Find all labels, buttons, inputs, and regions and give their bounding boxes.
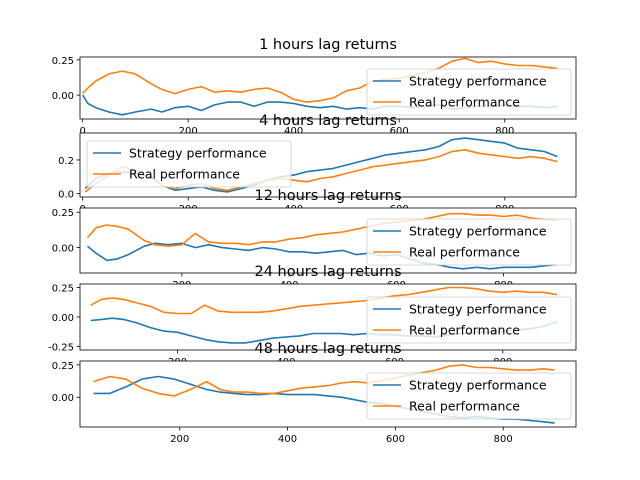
y-tick-label: 0.25 — [52, 208, 74, 219]
x-tick-label: 600 — [390, 126, 409, 137]
series-line-strategy — [86, 242, 558, 270]
legend-label: Strategy performance — [409, 224, 547, 239]
legend-label: Real performance — [409, 399, 520, 414]
chart-title: 4 hours lag returns — [259, 113, 397, 129]
legend-box — [86, 140, 292, 188]
chart-title: 24 hours lag returns — [254, 264, 401, 280]
axes-frame — [79, 360, 577, 428]
legend-box — [366, 68, 572, 116]
x-tick-label: 200 — [170, 434, 189, 445]
legend-label: Strategy performance — [409, 378, 547, 393]
axes-frame — [79, 207, 577, 274]
y-tick-label: 0.00 — [52, 244, 74, 255]
legend-label: Real performance — [409, 323, 520, 338]
series-line-real — [86, 212, 558, 247]
legend: Strategy performance Real performance — [366, 68, 572, 116]
legend-box — [366, 218, 572, 266]
y-tick-label: 0.00 — [52, 393, 74, 404]
x-tick-label: 0 — [79, 126, 85, 137]
series-line-real — [90, 286, 558, 315]
series-line-real — [82, 57, 558, 103]
y-tick-label: 0.0 — [58, 190, 74, 201]
legend: Strategy performance Real performance — [366, 296, 572, 344]
y-tick-label: 0.25 — [52, 284, 74, 295]
y-tick-label: 0.25 — [52, 56, 74, 67]
x-tick-label: 400 — [278, 434, 297, 445]
y-tick-label: -0.25 — [48, 342, 74, 353]
legend-label: Strategy performance — [409, 302, 547, 317]
x-tick-label: 800 — [495, 126, 514, 137]
chart-title: 12 hours lag returns — [254, 188, 401, 204]
legend: Strategy performance Real performance — [366, 218, 572, 266]
legend-label: Real performance — [129, 167, 240, 182]
axes-frame — [79, 56, 577, 120]
legend: Strategy performance Real performance — [366, 372, 572, 420]
y-tick-label: 0.25 — [52, 361, 74, 372]
legend-label: Real performance — [409, 95, 520, 110]
subplot-2: 0 200 400 600 800 0.0 0.2 Strategy performance R… — [58, 113, 577, 215]
x-tick-label: 600 — [386, 434, 405, 445]
axes-frame — [79, 132, 577, 198]
legend-label: Real performance — [409, 245, 520, 260]
subplot-5: 200 400 600 800 0.00 0.25 Strategy performance… — [52, 341, 577, 445]
y-tick-label: 0.2 — [58, 156, 74, 167]
legend-label: Strategy performance — [409, 74, 547, 89]
series-line-real — [93, 364, 555, 397]
x-tick-label: 400 — [284, 126, 303, 137]
chart-title: 1 hours lag returns — [259, 37, 397, 53]
legend-label: Strategy performance — [129, 146, 267, 161]
x-tick-label: 800 — [494, 434, 513, 445]
legend-box — [366, 296, 572, 344]
y-tick-label: 0.00 — [52, 313, 74, 324]
legend-box — [366, 372, 572, 420]
legend: Strategy performance Real performance — [86, 140, 292, 188]
chart-title: 48 hours lag returns — [254, 341, 401, 357]
x-tick-label: 200 — [179, 126, 198, 137]
y-tick-label: 0.00 — [52, 91, 74, 102]
subplot-1: 0 200 400 600 800 0.00 0.25 Strategy performanc… — [52, 37, 577, 137]
